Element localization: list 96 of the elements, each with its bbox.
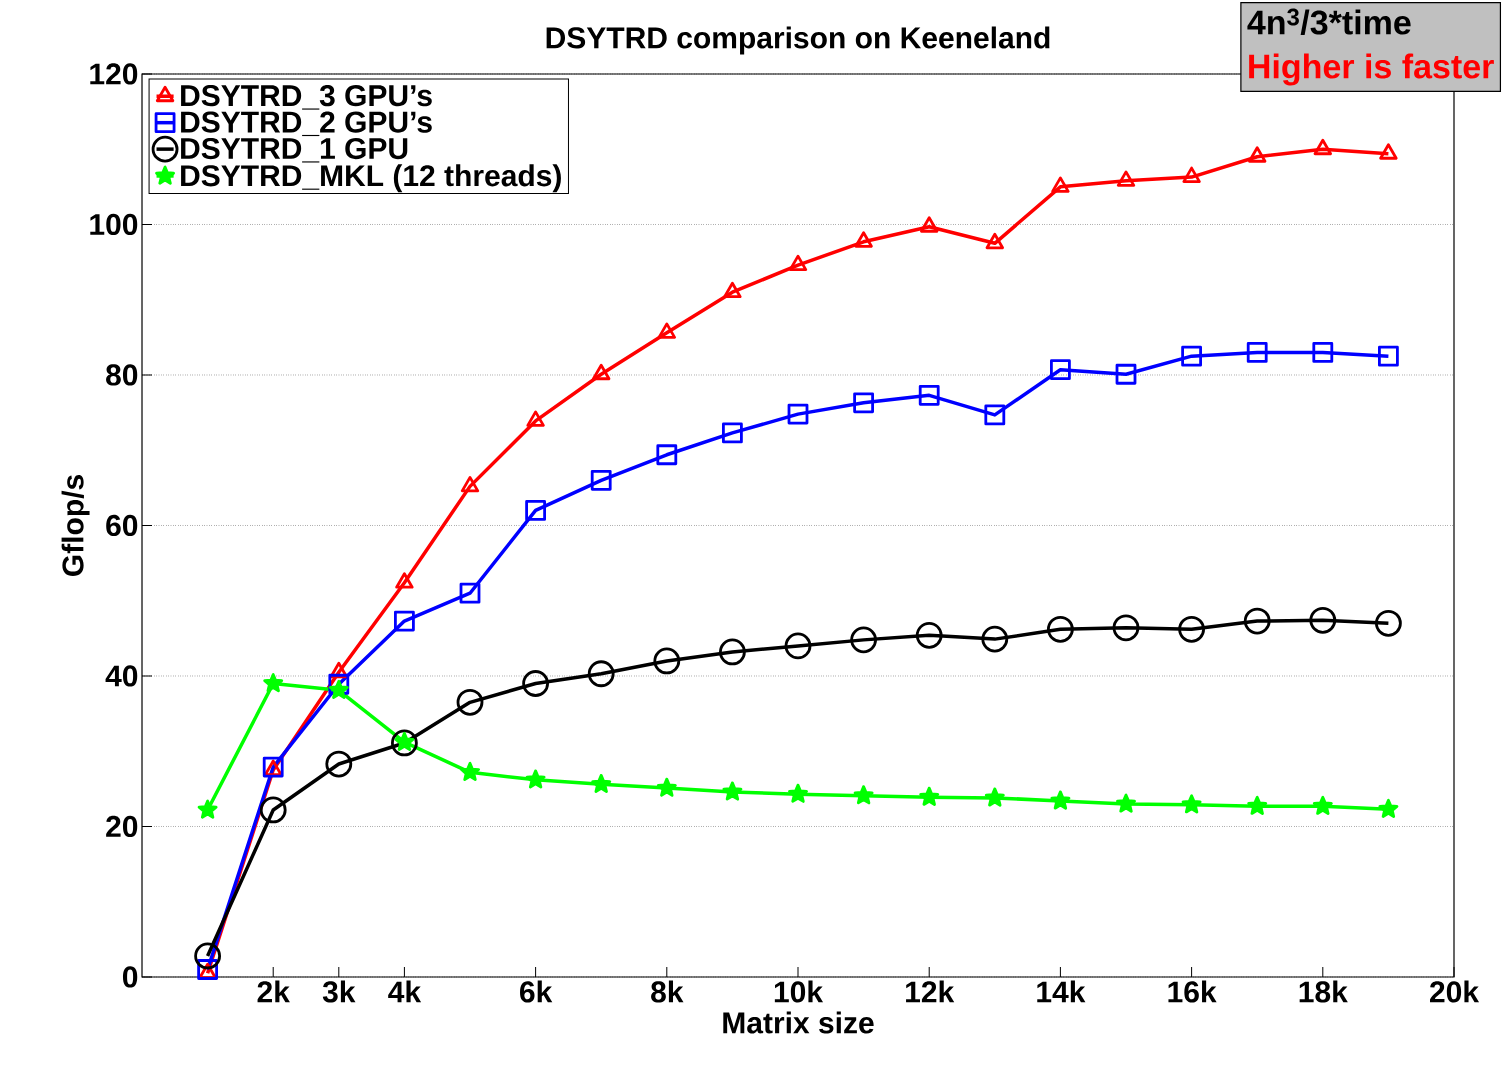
point xyxy=(1047,615,1074,643)
point xyxy=(1312,795,1333,815)
x-tick-label: 6k xyxy=(520,980,553,1003)
point xyxy=(657,322,676,339)
point xyxy=(259,796,287,824)
point xyxy=(984,787,1005,807)
point xyxy=(522,670,549,697)
point xyxy=(1248,146,1267,163)
point xyxy=(722,781,743,801)
legend-label: DSYTRD_2 GPU’s xyxy=(181,111,432,137)
point xyxy=(460,475,480,493)
x-tick-label: 8k xyxy=(651,980,684,1003)
point xyxy=(1313,138,1332,156)
point xyxy=(1243,607,1271,635)
y-tick-label: 0 xyxy=(122,966,138,988)
point xyxy=(719,638,746,666)
point xyxy=(590,469,612,491)
point xyxy=(197,799,218,819)
text: 4n$^{3}$/3*time xyxy=(1247,8,1411,35)
point xyxy=(526,410,545,427)
x-tick-label: 14k xyxy=(1037,980,1086,1003)
y-tick-label: 120 xyxy=(90,63,138,85)
point xyxy=(328,679,349,699)
x-tick-label: 20k xyxy=(1430,980,1480,1003)
point xyxy=(853,392,874,414)
point xyxy=(788,254,808,272)
point xyxy=(723,281,742,299)
point xyxy=(1050,359,1071,381)
point xyxy=(919,786,940,806)
point xyxy=(788,783,808,803)
x-tick-label: 3k xyxy=(322,980,356,1003)
x-tick-label: 4k xyxy=(388,980,422,1003)
point xyxy=(1050,790,1071,810)
point xyxy=(1378,345,1399,367)
point xyxy=(194,942,221,970)
chart-title: DSYTRD comparison on Keeneland xyxy=(546,26,1050,55)
x-tick-label: 18k xyxy=(1299,980,1348,1003)
x-tick-label: 2k xyxy=(257,980,290,1003)
point xyxy=(722,422,743,444)
point xyxy=(784,632,812,660)
point xyxy=(920,216,939,233)
point xyxy=(1379,143,1398,160)
point xyxy=(328,673,350,695)
x-axis-title: Matrix size xyxy=(723,1011,874,1034)
y-tick-label: 100 xyxy=(90,213,138,236)
point xyxy=(850,626,877,654)
point xyxy=(1181,794,1202,814)
point xyxy=(591,773,612,794)
point xyxy=(325,750,353,778)
y-axis-title: Gflop/s xyxy=(61,475,90,576)
legend-label: DSYTRD_1 GPU xyxy=(181,137,408,163)
point xyxy=(984,404,1006,426)
y-tick-label: 20 xyxy=(106,815,138,838)
y-tick-label: 80 xyxy=(106,364,138,386)
legend-label: DSYTRD_MKL (12 threads) xyxy=(181,164,561,193)
point xyxy=(1375,609,1402,637)
point xyxy=(460,761,480,781)
point xyxy=(263,673,284,693)
point xyxy=(1116,793,1136,813)
y-tick-label: 60 xyxy=(106,514,138,537)
point xyxy=(394,610,415,632)
point xyxy=(1051,176,1070,193)
point xyxy=(456,688,484,716)
point xyxy=(1378,798,1399,818)
annotation: Higher is faster xyxy=(1249,53,1494,86)
point xyxy=(1116,170,1136,187)
point xyxy=(854,231,873,248)
point xyxy=(656,444,678,466)
point xyxy=(459,582,481,604)
point xyxy=(981,625,1009,653)
point xyxy=(656,777,677,797)
point xyxy=(915,621,943,649)
point xyxy=(1115,363,1137,385)
point xyxy=(787,403,809,425)
point xyxy=(525,769,546,789)
point xyxy=(1246,342,1268,363)
legend-label: DSYTRD_3 GPU’s xyxy=(181,85,432,110)
point xyxy=(592,363,611,381)
point xyxy=(1178,615,1205,643)
point xyxy=(653,647,681,675)
y-tick-label: 40 xyxy=(105,665,138,687)
point xyxy=(587,660,615,688)
point xyxy=(1247,795,1268,815)
point xyxy=(985,232,1004,250)
point xyxy=(525,500,546,521)
point xyxy=(918,384,940,406)
x-tick-label: 16k xyxy=(1168,980,1217,1003)
point xyxy=(395,572,414,589)
x-tick-label: 10k xyxy=(774,980,824,1003)
point xyxy=(1312,342,1334,363)
point xyxy=(853,785,874,805)
x-tick-label: 12k xyxy=(906,980,955,1003)
point xyxy=(1181,345,1202,367)
point xyxy=(1112,614,1140,642)
point xyxy=(1309,606,1337,634)
point xyxy=(1182,166,1201,183)
